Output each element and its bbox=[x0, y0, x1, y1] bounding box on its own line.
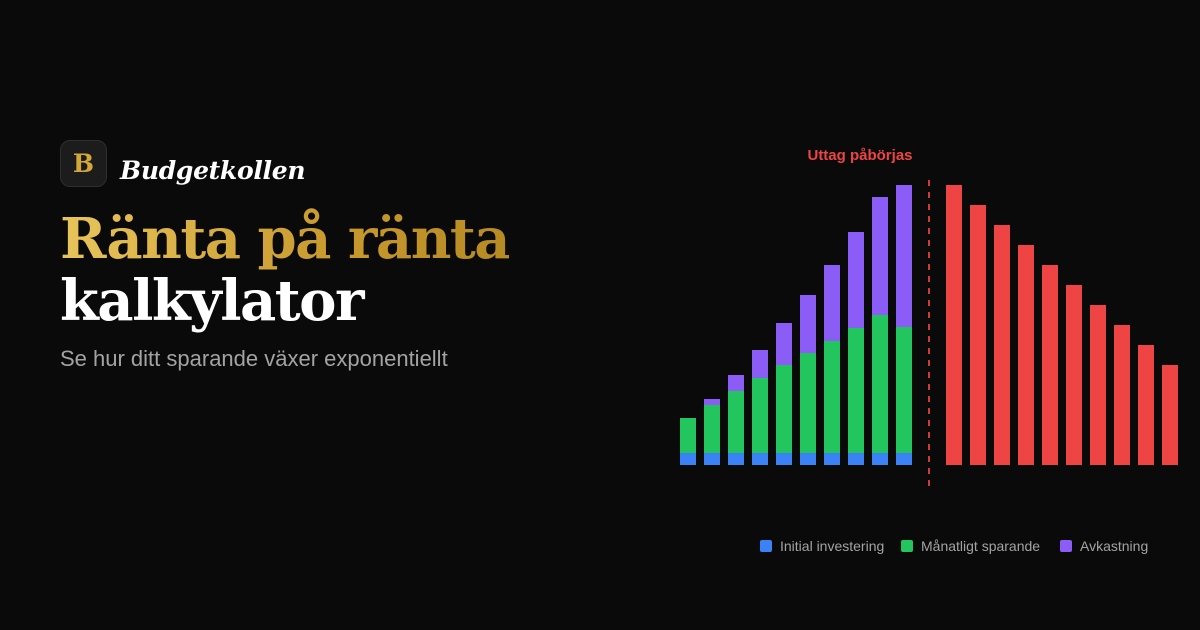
bar-m-natligt-sparande-8 bbox=[848, 328, 864, 453]
growth-bars bbox=[680, 185, 912, 465]
withdrawal-bars bbox=[946, 185, 1178, 465]
bar-initial-investering-7 bbox=[824, 453, 840, 465]
bar-avkastning-8 bbox=[848, 232, 864, 328]
legend-label-avkastning: Avkastning bbox=[1080, 538, 1148, 554]
bar-initial-investering-1 bbox=[680, 453, 696, 465]
bar-withdrawal-10 bbox=[1162, 365, 1178, 465]
bar-avkastning-3 bbox=[728, 375, 744, 391]
bar-initial-investering-6 bbox=[800, 453, 816, 465]
title-line-1: Ränta på ränta bbox=[60, 206, 511, 272]
bar-avkastning-6 bbox=[800, 295, 816, 353]
legend-swatch-m-natligt-sparande bbox=[901, 540, 913, 552]
bar-avkastning-5 bbox=[776, 323, 792, 365]
brand-logo: B bbox=[60, 140, 107, 187]
bar-initial-investering-10 bbox=[896, 453, 912, 465]
bar-avkastning-4 bbox=[752, 350, 768, 378]
bar-m-natligt-sparande-6 bbox=[800, 353, 816, 453]
withdrawal-annotation: Uttag påbörjas bbox=[807, 147, 912, 164]
bar-initial-investering-8 bbox=[848, 453, 864, 465]
bar-withdrawal-4 bbox=[1018, 245, 1034, 465]
bar-m-natligt-sparande-10 bbox=[896, 327, 912, 453]
legend-label-m-natligt-sparande: Månatligt sparande bbox=[921, 538, 1040, 554]
bar-withdrawal-2 bbox=[970, 205, 986, 465]
bar-m-natligt-sparande-3 bbox=[728, 391, 744, 453]
bar-avkastning-9 bbox=[872, 197, 888, 315]
bar-withdrawal-8 bbox=[1114, 325, 1130, 465]
bar-withdrawal-6 bbox=[1066, 285, 1082, 465]
bar-m-natligt-sparande-4 bbox=[752, 378, 768, 453]
legend-label-initial-investering: Initial investering bbox=[780, 538, 884, 554]
legend-swatch-avkastning bbox=[1060, 540, 1072, 552]
bar-withdrawal-1 bbox=[946, 185, 962, 465]
bar-m-natligt-sparande-7 bbox=[824, 341, 840, 453]
bar-withdrawal-7 bbox=[1090, 305, 1106, 465]
bar-initial-investering-2 bbox=[704, 453, 720, 465]
bar-avkastning-2 bbox=[704, 399, 720, 405]
bar-avkastning-7 bbox=[824, 265, 840, 341]
bar-initial-investering-4 bbox=[752, 453, 768, 465]
brand-name: Budgetkollen bbox=[120, 156, 306, 185]
bar-withdrawal-5 bbox=[1042, 265, 1058, 465]
bar-initial-investering-9 bbox=[872, 453, 888, 465]
bar-m-natligt-sparande-9 bbox=[872, 315, 888, 453]
bar-m-natligt-sparande-1 bbox=[680, 418, 696, 453]
bar-withdrawal-9 bbox=[1138, 345, 1154, 465]
bar-m-natligt-sparande-5 bbox=[776, 365, 792, 453]
brand: B Budgetkollen bbox=[60, 140, 306, 187]
bar-initial-investering-3 bbox=[728, 453, 744, 465]
bar-m-natligt-sparande-2 bbox=[704, 405, 720, 453]
bar-avkastning-10 bbox=[896, 185, 912, 327]
title-line-2: kalkylator bbox=[60, 268, 364, 334]
legend-swatch-initial-investering bbox=[760, 540, 772, 552]
page-subtitle: Se hur ditt sparande växer exponentiellt bbox=[60, 346, 448, 371]
page-title: Ränta på ränta kalkylator bbox=[60, 206, 511, 334]
bar-initial-investering-5 bbox=[776, 453, 792, 465]
bar-withdrawal-3 bbox=[994, 225, 1010, 465]
chart-legend: Initial investering Månatligt sparande Avk… bbox=[760, 538, 1148, 554]
